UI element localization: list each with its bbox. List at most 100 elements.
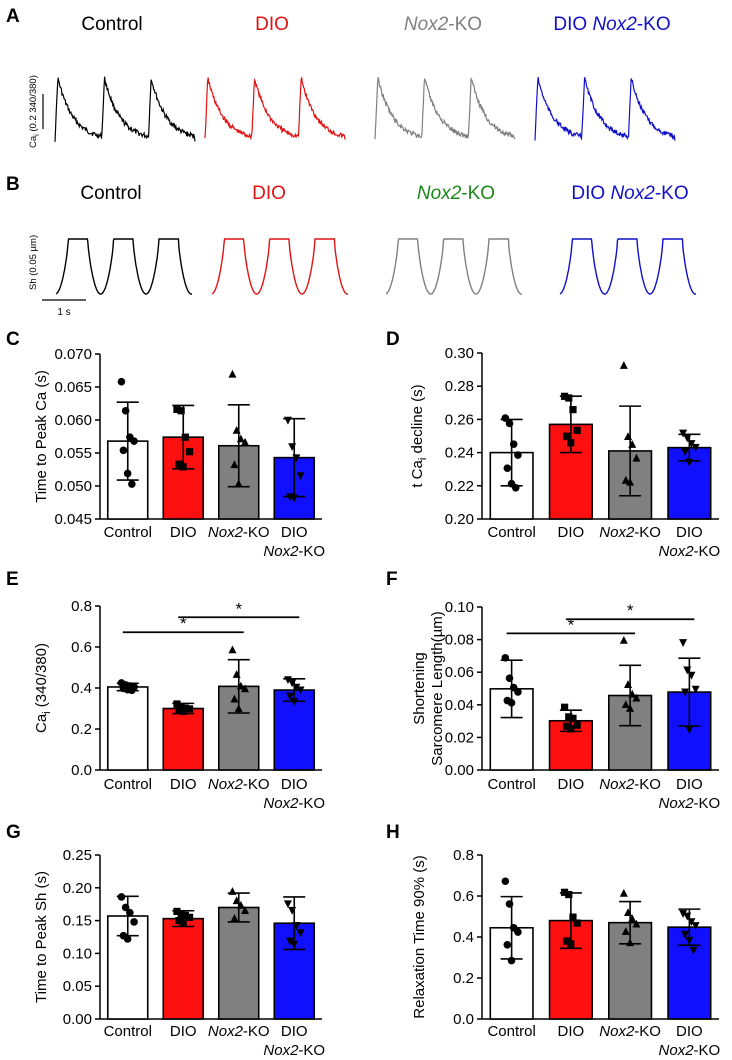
data-point <box>632 453 641 462</box>
data-point <box>173 405 181 414</box>
y-tick-label: 0.6 <box>71 639 92 656</box>
data-point <box>619 888 628 897</box>
panel-letter: D <box>386 329 400 350</box>
data-point <box>687 440 696 448</box>
data-point <box>290 494 299 503</box>
data-point <box>185 913 194 921</box>
y-tick-label: 0.10 <box>445 599 474 616</box>
data-point <box>236 900 245 909</box>
trace-title-nox2ko-b: Nox2-KO <box>417 183 495 204</box>
panel-b: B Control DIO Nox2-KO DIO Nox2-KO Sh (0.… <box>6 174 697 318</box>
data-point <box>501 877 510 886</box>
x-tick-label: Control <box>487 524 535 541</box>
x-tick-label-line2: Nox2-KO <box>659 795 721 812</box>
data-point <box>691 685 700 694</box>
x-tick-label: DIO <box>676 524 703 541</box>
y-tick-label: 0.25 <box>63 847 92 864</box>
data-point <box>514 928 522 936</box>
y-tick-label: 0.8 <box>453 847 474 864</box>
x-tick-label: Control <box>104 776 152 793</box>
y-tick-label: 0.15 <box>63 913 92 930</box>
y-tick-label: 0.05 <box>63 978 92 995</box>
data-point <box>619 635 628 644</box>
panel-letter-a: A <box>6 6 20 27</box>
data-point <box>567 940 575 948</box>
data-point <box>685 458 694 467</box>
x-tick-label: Nox2-KO <box>599 524 661 541</box>
y-tick-label: 0.070 <box>54 346 92 363</box>
data-point <box>569 406 577 414</box>
calcium-trace-1 <box>54 76 196 142</box>
trace-title-control-b: Control <box>80 183 141 204</box>
shortening-trace-2 <box>211 238 349 295</box>
data-point <box>126 908 134 917</box>
data-point <box>119 446 128 455</box>
data-point <box>236 681 245 690</box>
data-point <box>288 906 297 915</box>
data-point <box>232 425 241 434</box>
y-axis-label: Cai (340/380) <box>33 643 53 733</box>
time-scale-label: 1 s <box>57 307 70 318</box>
data-point <box>296 472 305 481</box>
data-point <box>507 699 516 707</box>
data-point <box>175 917 183 925</box>
panel-letter: E <box>6 569 19 590</box>
y-tick-label: 0.20 <box>445 511 474 528</box>
data-point <box>173 907 181 916</box>
significance-star: * <box>235 599 242 618</box>
data-point <box>626 938 635 947</box>
data-point <box>285 692 294 701</box>
data-point <box>177 910 185 918</box>
x-tick-label: Nox2-KO <box>208 1023 270 1040</box>
data-point <box>628 689 637 698</box>
data-point <box>685 936 694 945</box>
data-point <box>689 946 698 955</box>
x-tick-label-line2: Nox2-KO <box>263 1042 325 1059</box>
x-tick-label-line2: Nox2-KO <box>659 543 721 560</box>
data-point <box>573 919 581 927</box>
data-point <box>679 639 688 647</box>
x-tick-label-line2: Nox2-KO <box>263 795 325 812</box>
y-tick-label: 0.20 <box>63 880 92 897</box>
data-point <box>130 918 138 926</box>
bar-nox2-ko <box>217 906 260 1020</box>
data-point <box>290 698 299 706</box>
data-point <box>501 654 510 662</box>
y-tick-label: 0.2 <box>453 970 474 987</box>
y-tick-label: 0.055 <box>54 445 92 462</box>
x-tick-label: Control <box>487 1023 535 1040</box>
data-point <box>505 419 514 428</box>
x-tick-label: DIO <box>558 1023 585 1040</box>
calcium-trace-4 <box>534 77 676 141</box>
data-point <box>621 475 630 484</box>
data-point <box>565 394 573 402</box>
data-point <box>121 406 130 415</box>
data-point <box>567 439 575 447</box>
data-point <box>503 940 512 949</box>
y-axis-label: t Cai decline (s) <box>409 384 429 487</box>
data-point <box>228 369 237 378</box>
x-tick-label: DIO <box>170 1023 197 1040</box>
data-point <box>185 448 194 456</box>
x-tick-label: DIO <box>676 1023 703 1040</box>
x-tick-label: Nox2-KO <box>208 776 270 793</box>
x-tick-label: Control <box>104 1023 152 1040</box>
data-point <box>624 432 633 441</box>
shortening-trace-4 <box>559 238 697 295</box>
data-point <box>175 460 183 468</box>
bar-dio <box>162 917 205 1020</box>
y-axis-label-line2: Sarcomere Length(µm) <box>429 611 446 766</box>
panel-f: F 0.00 0.02 0.04 0.06 0.08 0.10 Shortening Sarco… <box>386 569 720 812</box>
data-point <box>228 887 237 895</box>
data-point <box>117 893 126 901</box>
y-tick-label: 0.045 <box>54 511 92 528</box>
data-point <box>681 688 690 697</box>
panel-letter: F <box>386 569 398 590</box>
data-point <box>569 913 577 921</box>
data-point <box>628 914 637 923</box>
shortening-trace-1 <box>55 238 193 295</box>
data-point <box>565 890 573 899</box>
x-tick-label: DIO <box>170 524 197 541</box>
data-point <box>511 483 520 492</box>
data-point <box>569 714 577 722</box>
